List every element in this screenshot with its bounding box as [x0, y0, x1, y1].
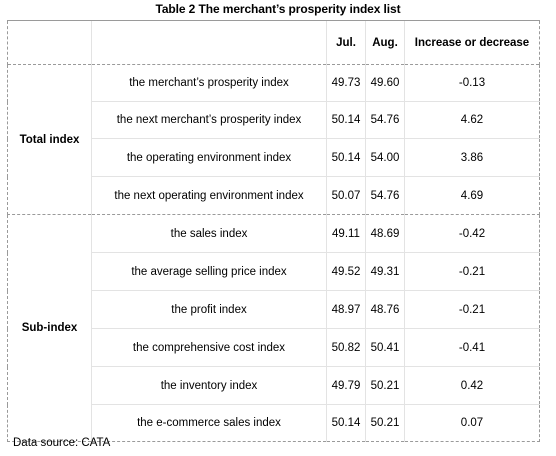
change-value: -0.21: [404, 290, 540, 329]
change-value: -0.41: [404, 328, 540, 367]
table-row: the operating environment index 50.14 54…: [8, 138, 540, 177]
indicator-name: the operating environment index: [91, 138, 327, 177]
data-source-note: Data source: CATA: [13, 437, 111, 449]
header-change: Increase or decrease: [404, 20, 540, 65]
prosperity-index-table: Jul. Aug. Increase or decrease Total ind…: [7, 20, 540, 442]
header-indicator-cell: [91, 20, 327, 65]
change-value: -0.21: [404, 252, 540, 291]
jul-value: 50.07: [326, 176, 366, 215]
indicator-name: the comprehensive cost index: [91, 328, 327, 367]
table-row: the next merchant’s prosperity index 50.…: [8, 101, 540, 139]
table-row: the next operating environment index 50.…: [8, 176, 540, 215]
aug-value: 54.76: [365, 176, 405, 215]
table-row: the profit index 48.97 48.76 -0.21: [8, 290, 540, 329]
change-value: 4.69: [404, 176, 540, 215]
jul-value: 50.82: [326, 328, 366, 367]
group-label-total: Total index: [7, 64, 92, 215]
aug-value: 48.69: [365, 214, 405, 253]
jul-value: 50.14: [326, 101, 366, 139]
header-jul: Jul.: [326, 20, 366, 65]
change-value: 0.07: [404, 404, 540, 442]
header-group-cell: [7, 20, 92, 65]
aug-value: 50.41: [365, 328, 405, 367]
change-value: 0.42: [404, 366, 540, 405]
indicator-name: the profit index: [91, 290, 327, 329]
aug-value: 49.31: [365, 252, 405, 291]
table-row: Total index the merchant’s prosperity in…: [7, 64, 540, 215]
indicator-name: the merchant’s prosperity index: [91, 64, 327, 102]
indicator-name: the average selling price index: [91, 252, 327, 291]
aug-value: 48.76: [365, 290, 405, 329]
aug-value: 49.60: [365, 64, 405, 102]
group-label-sub: Sub-index: [7, 214, 92, 442]
indicator-name: the next merchant’s prosperity index: [91, 101, 327, 139]
aug-value: 50.21: [365, 404, 405, 442]
table-row: Sub-index the sales index 49.11 48.69 -0…: [7, 214, 540, 442]
indicator-name: the inventory index: [91, 366, 327, 405]
jul-value: 49.52: [326, 252, 366, 291]
change-value: 3.86: [404, 138, 540, 177]
jul-value: 50.14: [326, 404, 366, 442]
table-row: the comprehensive cost index 50.82 50.41…: [8, 328, 540, 367]
jul-value: 49.73: [326, 64, 366, 102]
change-value: -0.13: [404, 64, 540, 102]
aug-value: 50.21: [365, 366, 405, 405]
jul-value: 48.97: [326, 290, 366, 329]
table-row: the average selling price index 49.52 49…: [8, 252, 540, 291]
jul-value: 50.14: [326, 138, 366, 177]
indicator-name: the e-commerce sales index: [91, 404, 327, 442]
indicator-name: the next operating environment index: [91, 176, 327, 215]
jul-value: 49.11: [326, 214, 366, 253]
table-row: the inventory index 49.79 50.21 0.42: [8, 366, 540, 405]
header-aug: Aug.: [365, 20, 405, 65]
table-title: Table 2 The merchant’s prosperity index …: [155, 2, 401, 16]
jul-value: 49.79: [326, 366, 366, 405]
aug-value: 54.76: [365, 101, 405, 139]
indicator-name: the sales index: [91, 214, 327, 253]
change-value: -0.42: [404, 214, 540, 253]
aug-value: 54.00: [365, 138, 405, 177]
table-row: the e-commerce sales index 50.14 50.21 0…: [8, 404, 540, 442]
change-value: 4.62: [404, 101, 540, 139]
header-row: Jul. Aug. Increase or decrease: [7, 20, 540, 65]
